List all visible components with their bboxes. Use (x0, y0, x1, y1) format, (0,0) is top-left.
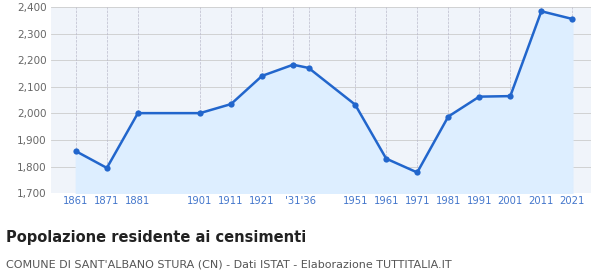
Text: Popolazione residente ai censimenti: Popolazione residente ai censimenti (6, 230, 306, 245)
Text: COMUNE DI SANT'ALBANO STURA (CN) - Dati ISTAT - Elaborazione TUTTITALIA.IT: COMUNE DI SANT'ALBANO STURA (CN) - Dati … (6, 259, 452, 269)
